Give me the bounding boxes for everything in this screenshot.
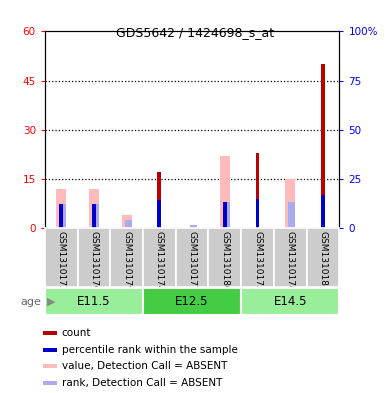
Text: E12.5: E12.5 bbox=[176, 295, 209, 308]
Bar bbox=[158, 172, 161, 228]
Text: GSM1310179: GSM1310179 bbox=[122, 231, 131, 292]
Text: GSM1310176: GSM1310176 bbox=[89, 231, 98, 292]
Bar bbox=[223, 227, 227, 228]
Text: GSM1310178: GSM1310178 bbox=[286, 231, 295, 292]
Bar bbox=[274, 228, 307, 287]
Bar bbox=[59, 204, 63, 228]
Bar bbox=[255, 152, 259, 228]
Bar bbox=[92, 227, 96, 228]
Bar bbox=[143, 288, 241, 315]
Bar bbox=[241, 288, 339, 315]
Bar bbox=[307, 228, 339, 287]
Bar bbox=[321, 195, 325, 228]
Bar bbox=[190, 227, 194, 228]
Text: GSM1310177: GSM1310177 bbox=[188, 231, 197, 292]
Bar bbox=[78, 228, 110, 287]
Text: GSM1310181: GSM1310181 bbox=[319, 231, 328, 292]
Text: age: age bbox=[20, 297, 41, 307]
Bar bbox=[92, 204, 96, 228]
Bar bbox=[255, 199, 259, 228]
Bar bbox=[321, 64, 325, 228]
Bar bbox=[43, 348, 57, 352]
Bar bbox=[43, 382, 57, 385]
Bar bbox=[223, 202, 230, 228]
Bar bbox=[45, 228, 78, 287]
Bar bbox=[125, 220, 132, 228]
Bar bbox=[176, 228, 208, 287]
Bar bbox=[190, 225, 197, 228]
Bar bbox=[223, 202, 227, 228]
Text: count: count bbox=[62, 328, 91, 338]
Bar bbox=[89, 189, 99, 228]
Text: rank, Detection Call = ABSENT: rank, Detection Call = ABSENT bbox=[62, 378, 222, 388]
Bar bbox=[110, 228, 143, 287]
Text: GSM1310174: GSM1310174 bbox=[155, 231, 164, 292]
Text: value, Detection Call = ABSENT: value, Detection Call = ABSENT bbox=[62, 361, 227, 371]
Text: GSM1310180: GSM1310180 bbox=[220, 231, 229, 292]
Bar bbox=[285, 179, 295, 228]
Bar bbox=[59, 204, 66, 228]
Bar bbox=[208, 228, 241, 287]
Text: GDS5642 / 1424698_s_at: GDS5642 / 1424698_s_at bbox=[116, 26, 274, 39]
Bar bbox=[43, 364, 57, 368]
Bar bbox=[288, 227, 292, 228]
Bar bbox=[220, 156, 230, 228]
Text: ▶: ▶ bbox=[47, 297, 55, 307]
Bar bbox=[122, 215, 131, 228]
Bar bbox=[43, 331, 57, 335]
Text: E14.5: E14.5 bbox=[273, 295, 307, 308]
Text: E11.5: E11.5 bbox=[77, 295, 111, 308]
Bar bbox=[45, 288, 143, 315]
Text: GSM1310175: GSM1310175 bbox=[253, 231, 262, 292]
Text: percentile rank within the sample: percentile rank within the sample bbox=[62, 345, 238, 355]
Text: GSM1310173: GSM1310173 bbox=[57, 231, 66, 292]
Bar bbox=[288, 202, 295, 228]
Bar bbox=[158, 200, 161, 228]
Bar bbox=[92, 204, 99, 228]
Bar bbox=[143, 228, 176, 287]
Bar bbox=[241, 228, 274, 287]
Bar bbox=[59, 227, 63, 228]
Bar bbox=[56, 189, 66, 228]
Bar bbox=[125, 227, 129, 228]
